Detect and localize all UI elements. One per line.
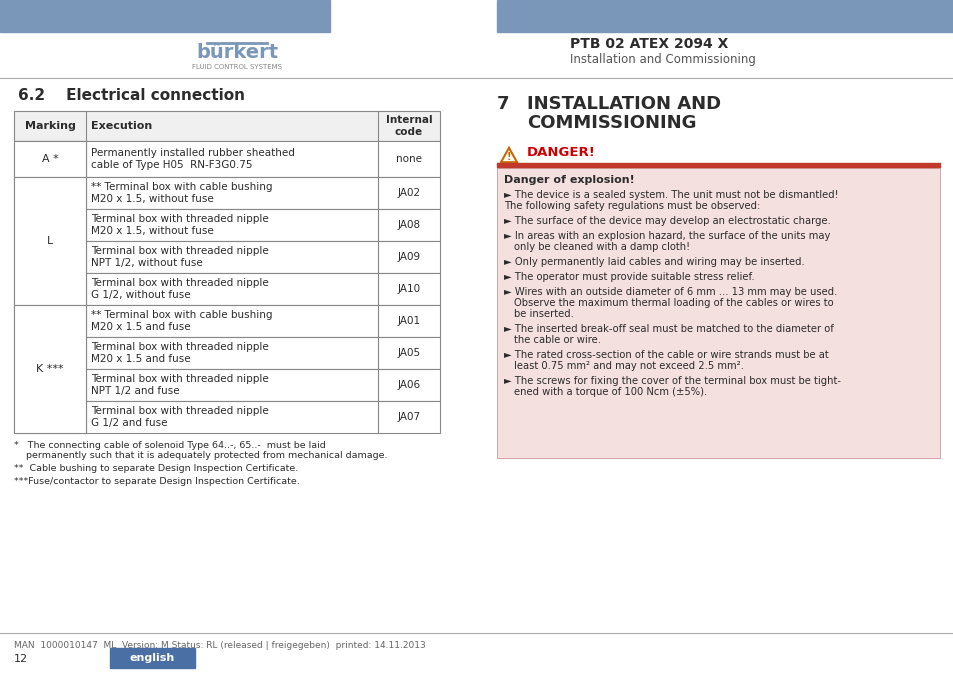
Text: JA01: JA01	[397, 316, 420, 326]
Text: Execution: Execution	[91, 121, 152, 131]
Text: ► The operator must provide suitable stress relief.: ► The operator must provide suitable str…	[503, 272, 754, 282]
Bar	[14, 177, 86, 305]
Text: FLUID CONTROL SYSTEMS: FLUID CONTROL SYSTEMS	[192, 64, 282, 70]
Text: MAN  1000010147  ML  Version: M Status: RL (released | freigegeben)  printed: 14: MAN 1000010147 ML Version: M Status: RL …	[14, 641, 425, 649]
Text: Terminal box with threaded nipple
M20 x 1.5, without fuse: Terminal box with threaded nipple M20 x …	[91, 214, 269, 236]
Text: JA09: JA09	[397, 252, 420, 262]
Text: ► The device is a sealed system. The unit must not be dismantled!: ► The device is a sealed system. The uni…	[503, 190, 838, 200]
Bar	[110, 648, 194, 668]
Text: be inserted.: be inserted.	[514, 309, 574, 319]
Bar	[14, 401, 439, 433]
Text: Terminal box with threaded nipple
NPT 1/2 and fuse: Terminal box with threaded nipple NPT 1/…	[91, 374, 269, 396]
Bar	[14, 273, 439, 305]
Text: INSTALLATION AND: INSTALLATION AND	[526, 95, 720, 113]
Text: The following safety regulations must be observed:: The following safety regulations must be…	[503, 201, 760, 211]
Text: ► The surface of the device may develop an electrostatic charge.: ► The surface of the device may develop …	[503, 216, 830, 226]
Bar	[497, 168, 939, 458]
Text: L: L	[47, 236, 53, 246]
Text: ► The rated cross-section of the cable or wire strands must be at: ► The rated cross-section of the cable o…	[503, 350, 828, 360]
Text: K ***: K ***	[36, 364, 64, 374]
Bar	[14, 369, 439, 401]
Text: **  Cable bushing to separate Design Inspection Certificate.: ** Cable bushing to separate Design Insp…	[14, 464, 298, 473]
Text: ► Only permanently laid cables and wiring may be inserted.: ► Only permanently laid cables and wirin…	[503, 257, 804, 267]
Text: !: !	[506, 152, 511, 162]
Bar	[14, 337, 439, 369]
Bar	[14, 209, 439, 241]
Bar	[14, 241, 439, 273]
Text: ened with a torque of 100 Ncm (±5%).: ened with a torque of 100 Ncm (±5%).	[514, 387, 706, 397]
Text: COMMISSIONING: COMMISSIONING	[526, 114, 696, 132]
Text: least 0.75 mm² and may not exceed 2.5 mm².: least 0.75 mm² and may not exceed 2.5 mm…	[514, 361, 743, 371]
Text: JA06: JA06	[397, 380, 420, 390]
Bar	[497, 163, 939, 167]
Text: DANGER!: DANGER!	[526, 147, 596, 160]
Text: ► The screws for fixing the cover of the terminal box must be tight-: ► The screws for fixing the cover of the…	[503, 376, 841, 386]
Text: 7: 7	[497, 95, 509, 113]
Bar	[14, 141, 86, 177]
Bar	[14, 305, 86, 433]
Text: Terminal box with threaded nipple
M20 x 1.5 and fuse: Terminal box with threaded nipple M20 x …	[91, 342, 269, 364]
Text: 6.2    Electrical connection: 6.2 Electrical connection	[18, 87, 245, 102]
Text: ** Terminal box with cable bushing
M20 x 1.5 and fuse: ** Terminal box with cable bushing M20 x…	[91, 310, 273, 332]
Text: ** Terminal box with cable bushing
M20 x 1.5, without fuse: ** Terminal box with cable bushing M20 x…	[91, 182, 273, 204]
Text: Terminal box with threaded nipple
NPT 1/2, without fuse: Terminal box with threaded nipple NPT 1/…	[91, 246, 269, 268]
Text: Terminal box with threaded nipple
G 1/2 and fuse: Terminal box with threaded nipple G 1/2 …	[91, 406, 269, 428]
Text: Observe the maximum thermal loading of the cables or wires to: Observe the maximum thermal loading of t…	[514, 298, 833, 308]
Bar	[14, 305, 439, 337]
Text: the cable or wire.: the cable or wire.	[514, 335, 600, 345]
Text: JA05: JA05	[397, 348, 420, 358]
Text: JA08: JA08	[397, 220, 420, 230]
Text: ► In areas with an explosion hazard, the surface of the units may: ► In areas with an explosion hazard, the…	[503, 231, 829, 241]
Text: ► The inserted break-off seal must be matched to the diameter of: ► The inserted break-off seal must be ma…	[503, 324, 833, 334]
Text: english: english	[130, 653, 174, 663]
Bar	[14, 111, 439, 141]
Bar	[14, 177, 439, 209]
Text: JA02: JA02	[397, 188, 420, 198]
Text: *   The connecting cable of solenoid Type 64..-, 65..-  must be laid
    permane: * The connecting cable of solenoid Type …	[14, 441, 387, 460]
Text: A *: A *	[42, 154, 58, 164]
Text: JA10: JA10	[397, 284, 420, 294]
Text: Terminal box with threaded nipple
G 1/2, without fuse: Terminal box with threaded nipple G 1/2,…	[91, 278, 269, 299]
Text: ***Fuse/contactor to separate Design Inspection Certificate.: ***Fuse/contactor to separate Design Ins…	[14, 477, 299, 486]
Text: Permanently installed rubber sheathed
cable of Type H05  RN-F3G0.75: Permanently installed rubber sheathed ca…	[91, 148, 294, 170]
Text: ► Wires with an outside diameter of 6 mm ... 13 mm may be used.: ► Wires with an outside diameter of 6 mm…	[503, 287, 837, 297]
Text: 12: 12	[14, 654, 28, 664]
Text: Internal
code: Internal code	[385, 115, 432, 137]
Text: only be cleaned with a damp cloth!: only be cleaned with a damp cloth!	[514, 242, 689, 252]
Text: none: none	[395, 154, 421, 164]
Bar	[0, 0, 330, 32]
Text: Marking: Marking	[25, 121, 75, 131]
Text: Installation and Commissioning: Installation and Commissioning	[569, 52, 755, 65]
Text: PTB 02 ATEX 2094 X: PTB 02 ATEX 2094 X	[569, 37, 727, 51]
Text: Danger of explosion!: Danger of explosion!	[503, 175, 634, 185]
Bar	[14, 141, 439, 177]
Text: JA07: JA07	[397, 412, 420, 422]
Bar	[497, 0, 953, 32]
Text: bürkert: bürkert	[195, 44, 277, 63]
